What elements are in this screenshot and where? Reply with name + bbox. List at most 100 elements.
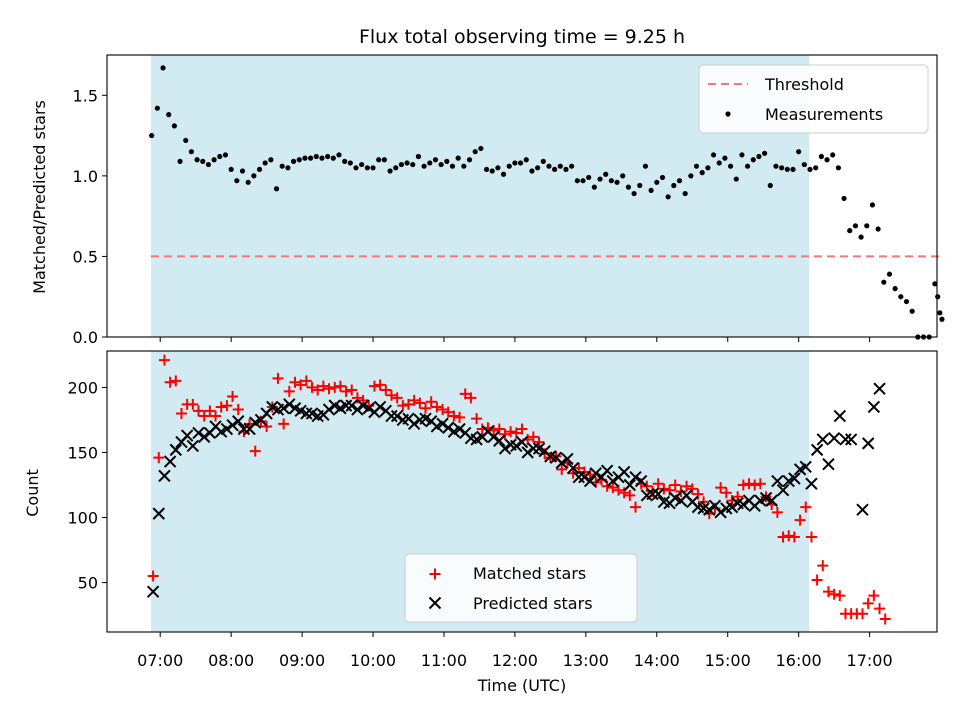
measurement-point bbox=[211, 157, 217, 163]
predicted-star-point bbox=[197, 430, 211, 444]
measurement-point bbox=[779, 165, 785, 171]
predicted-star-point bbox=[521, 446, 534, 459]
measurement-point bbox=[671, 182, 677, 189]
measurement-point bbox=[642, 163, 649, 169]
matched-star-point bbox=[198, 410, 210, 422]
matched-star-point bbox=[607, 482, 619, 494]
measurement-point bbox=[750, 157, 756, 163]
measurement-point bbox=[217, 153, 223, 160]
x-tick-label: 17:00 bbox=[847, 651, 893, 670]
predicted-star-point bbox=[833, 409, 847, 423]
matched-star-point bbox=[329, 381, 341, 393]
matched-star-point bbox=[175, 407, 187, 419]
measurement-point bbox=[886, 271, 893, 277]
measurement-point bbox=[268, 157, 274, 163]
matched-star-point bbox=[743, 478, 755, 490]
matched-star-point bbox=[630, 501, 642, 513]
matched-star-point bbox=[147, 570, 159, 582]
matched-star-point bbox=[227, 391, 239, 403]
measurement-point bbox=[608, 178, 614, 184]
matched-star-point bbox=[664, 484, 676, 496]
measurement-point bbox=[773, 163, 779, 169]
measurement-point bbox=[824, 157, 830, 163]
matched-star-point bbox=[431, 401, 443, 413]
measurement-point bbox=[387, 168, 393, 174]
matched-star-point bbox=[210, 410, 222, 422]
measurement-point bbox=[529, 168, 535, 174]
bottom-y-tick-label: 150 bbox=[67, 443, 98, 462]
measurement-point bbox=[500, 171, 507, 177]
predicted-star-point bbox=[146, 585, 160, 598]
bottom-y-tick-label: 100 bbox=[67, 509, 98, 528]
x-axis-label: Time (UTC) bbox=[477, 676, 566, 695]
measurement-point bbox=[342, 158, 348, 164]
matched-star-point bbox=[868, 590, 880, 602]
measurement-point bbox=[563, 166, 569, 173]
measurement-point bbox=[847, 228, 853, 234]
predicted-star-point bbox=[873, 382, 886, 395]
measurement-point bbox=[200, 158, 206, 164]
matched-star-point bbox=[834, 590, 846, 602]
measurement-point bbox=[722, 155, 728, 161]
matched-star-point bbox=[340, 385, 352, 397]
predicted-star-point bbox=[277, 402, 290, 415]
measurement-point bbox=[744, 163, 751, 169]
predicted-star-point bbox=[351, 403, 364, 416]
measurement-point bbox=[370, 165, 376, 171]
top-legend-box bbox=[698, 64, 929, 134]
measurement-point bbox=[376, 157, 382, 163]
measurement-point bbox=[449, 163, 456, 169]
matched-star-point bbox=[692, 488, 704, 500]
matched-star-point bbox=[471, 413, 483, 425]
x-tick-label: 14:00 bbox=[634, 651, 680, 670]
measurement-point bbox=[688, 173, 694, 179]
predicted-star-point bbox=[799, 460, 812, 473]
top-panel: 0.0 0.5 1.0 1.5 Threshold Measurements bbox=[73, 54, 945, 347]
matched-star-point bbox=[493, 423, 505, 435]
measurement-point bbox=[631, 190, 637, 197]
measurement-point bbox=[591, 184, 597, 190]
matched-star-point bbox=[391, 392, 403, 404]
x-tick-label: 08:00 bbox=[208, 651, 254, 670]
measurement-point bbox=[239, 168, 246, 174]
measurement-point bbox=[654, 179, 660, 185]
measurement-point bbox=[171, 123, 177, 129]
predicted-star-point bbox=[339, 399, 353, 412]
measurement-point bbox=[659, 174, 666, 181]
measurement-point bbox=[410, 161, 416, 168]
measurement-point bbox=[881, 279, 887, 285]
measurement-point bbox=[898, 294, 904, 300]
measurement-point bbox=[313, 153, 319, 160]
matched-star-point bbox=[249, 445, 261, 457]
measurement-point bbox=[552, 166, 558, 173]
measurement-point bbox=[767, 182, 773, 189]
top-y-tick-label: 0.5 bbox=[73, 247, 98, 266]
matched-star-point bbox=[158, 354, 170, 366]
predicted-star-point bbox=[373, 400, 387, 414]
matched-star-point bbox=[448, 410, 460, 422]
matched-star-point bbox=[720, 487, 732, 499]
matched-star-point bbox=[732, 491, 744, 503]
predicted-star-point bbox=[839, 433, 852, 446]
predicted-star-point bbox=[646, 487, 659, 501]
measurement-point bbox=[506, 163, 512, 169]
matched-star-point bbox=[459, 388, 471, 400]
matched-star-point bbox=[556, 463, 568, 475]
measurement-point bbox=[296, 157, 302, 163]
matched-star-point bbox=[295, 379, 307, 391]
measurement-point bbox=[586, 174, 592, 181]
x-tick-label: 11:00 bbox=[421, 651, 467, 670]
measurement-point bbox=[489, 168, 495, 174]
matched-star-point bbox=[737, 479, 749, 491]
matched-star-point bbox=[380, 384, 392, 396]
matched-star-point bbox=[675, 486, 687, 497]
measurement-point bbox=[830, 152, 836, 158]
x-tick-label: 12:00 bbox=[492, 651, 538, 670]
predicted-star-point bbox=[810, 443, 824, 457]
predicted-star-point bbox=[703, 503, 716, 516]
matched-star-point bbox=[385, 389, 397, 401]
matched-star-point bbox=[505, 426, 517, 438]
measurement-point bbox=[676, 178, 683, 184]
matched-star-point bbox=[652, 478, 664, 490]
matched-star-point bbox=[357, 394, 369, 406]
